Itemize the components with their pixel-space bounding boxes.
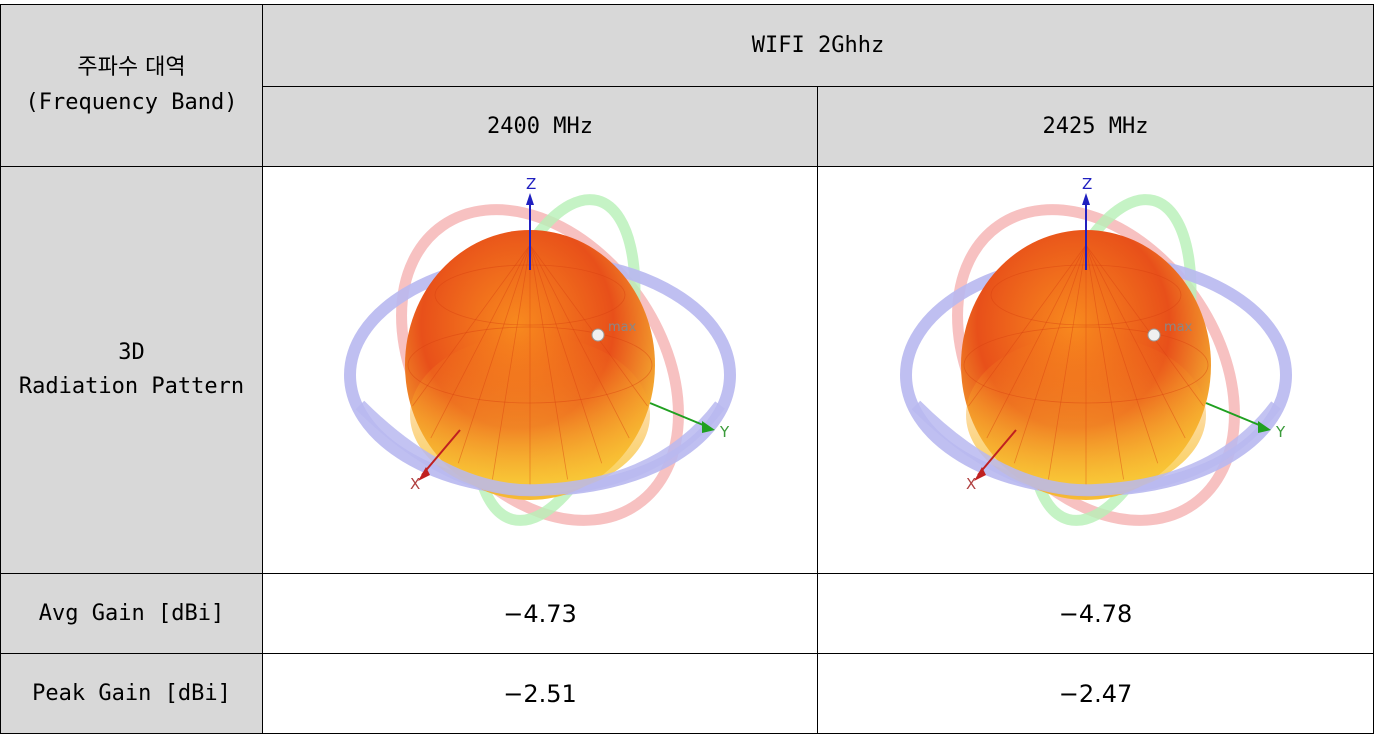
frequency-band-header: 주파수 대역 (Frequency Band) bbox=[0, 4, 263, 167]
lobe-facet-line bbox=[967, 244, 1086, 407]
x-axis bbox=[421, 429, 461, 476]
lobe-facet-line bbox=[529, 244, 568, 480]
x-axis-arrow bbox=[418, 467, 430, 481]
peak-gain-2400: −2.51 bbox=[262, 653, 818, 734]
lobe-facet-line bbox=[985, 244, 1086, 439]
y-axis-arrow bbox=[1257, 421, 1271, 433]
z-axis-arrow bbox=[526, 193, 534, 205]
max-label: max bbox=[608, 320, 637, 335]
x-axis-label: X bbox=[410, 475, 420, 493]
x-axis bbox=[976, 429, 1017, 476]
blue-ring-front bbox=[355, 400, 725, 497]
lobe-facet-line bbox=[529, 244, 630, 439]
lobe-facet-line bbox=[457, 244, 531, 464]
band-name-header: WIFI 2Ghhz bbox=[261, 4, 1375, 87]
lobe-facet-line bbox=[1085, 244, 1204, 407]
radiation-lobe-lower bbox=[965, 335, 1206, 495]
peak-gain-label: Peak Gain [dBi] bbox=[0, 653, 263, 734]
frequency-band-korean: 주파수 대역 bbox=[77, 55, 186, 81]
lobe-facet-line bbox=[412, 244, 531, 407]
y-axis-label: Y bbox=[719, 423, 730, 441]
radiation-lobe-lower bbox=[410, 335, 650, 495]
z-axis-label: Z bbox=[1082, 175, 1092, 193]
peak-gain-2425: −2.47 bbox=[816, 653, 1375, 734]
max-label: max bbox=[1164, 320, 1193, 335]
lobe-facet-ring bbox=[407, 326, 653, 404]
y-axis bbox=[1205, 402, 1264, 428]
avg-gain-2400: −4.73 bbox=[262, 573, 818, 654]
x-axis-label: X bbox=[966, 475, 976, 493]
x-axis-arrow bbox=[973, 467, 986, 481]
y-axis-arrow bbox=[702, 421, 715, 433]
z-axis-label: Z bbox=[526, 175, 536, 193]
y-axis-label: Y bbox=[1275, 423, 1286, 441]
blue-ring-front bbox=[911, 400, 1281, 497]
pattern-label-3d: 3D bbox=[118, 339, 145, 365]
lobe-facet-line bbox=[1085, 244, 1186, 439]
z-axis-arrow bbox=[1081, 193, 1090, 205]
lobe-facet-line bbox=[1085, 244, 1124, 480]
lobe-facet-line bbox=[1085, 244, 1158, 464]
max-marker bbox=[1147, 328, 1160, 342]
lobe-facet-line bbox=[1013, 244, 1086, 464]
lobe-facet-line bbox=[529, 244, 648, 407]
max-marker bbox=[591, 328, 605, 342]
frequency-band-english: (Frequency Band) bbox=[25, 89, 238, 115]
lobe-facet-line bbox=[430, 244, 531, 439]
frequency-2400: 2400 MHz bbox=[262, 86, 818, 167]
avg-gain-label: Avg Gain [dBi] bbox=[0, 573, 263, 654]
antenna-spec-table: 주파수 대역 (Frequency Band) WIFI 2Ghhz 2400 … bbox=[0, 4, 1375, 734]
avg-gain-2425: −4.78 bbox=[816, 573, 1375, 654]
pattern-label-radiation: Radiation Pattern bbox=[18, 374, 245, 399]
lobe-facet-line bbox=[492, 244, 531, 480]
y-axis bbox=[649, 402, 709, 428]
frequency-2425: 2425 MHz bbox=[816, 86, 1375, 167]
pattern-row-label: 3D Radiation Pattern bbox=[0, 166, 263, 574]
lobe-facet-ring bbox=[963, 326, 1208, 404]
lobe-facet-line bbox=[1047, 244, 1086, 480]
lobe-facet-line bbox=[529, 244, 603, 464]
